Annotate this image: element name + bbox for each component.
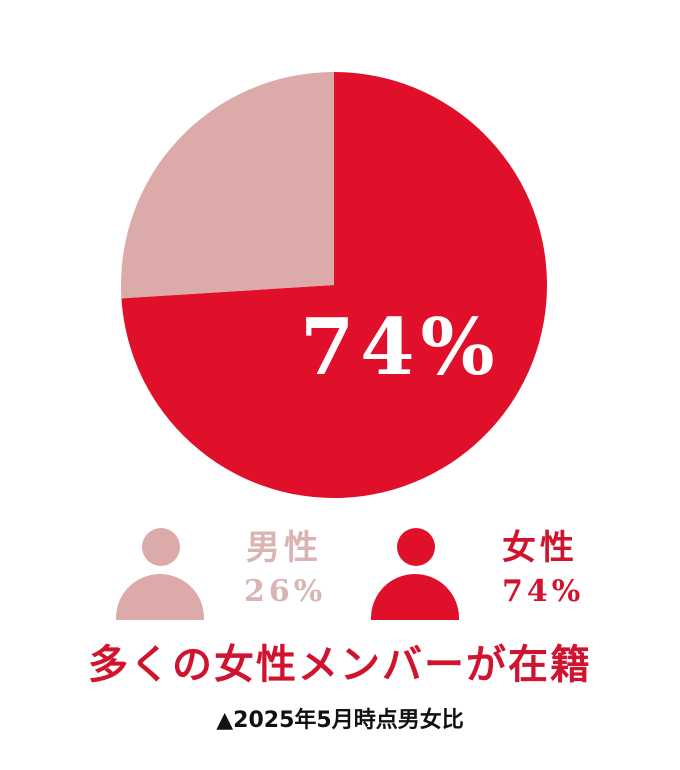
pie-slice-male bbox=[120, 72, 334, 299]
pie-label-female: 74% bbox=[300, 302, 501, 393]
legend-female-label: 女性 bbox=[502, 528, 578, 568]
headline: 多くの女性メンバーが在籍 bbox=[88, 642, 592, 688]
pie-chart bbox=[120, 72, 548, 499]
legend-male-label: 男性 bbox=[246, 528, 322, 568]
footnote: ▲2025年5月時点男女比 bbox=[216, 708, 464, 733]
legend-female-value: 74% bbox=[502, 574, 585, 609]
female-person-icon bbox=[371, 528, 461, 620]
pie-slice-female bbox=[121, 72, 548, 499]
male-person-icon bbox=[116, 528, 206, 620]
legend-male-value: 26% bbox=[244, 574, 327, 609]
